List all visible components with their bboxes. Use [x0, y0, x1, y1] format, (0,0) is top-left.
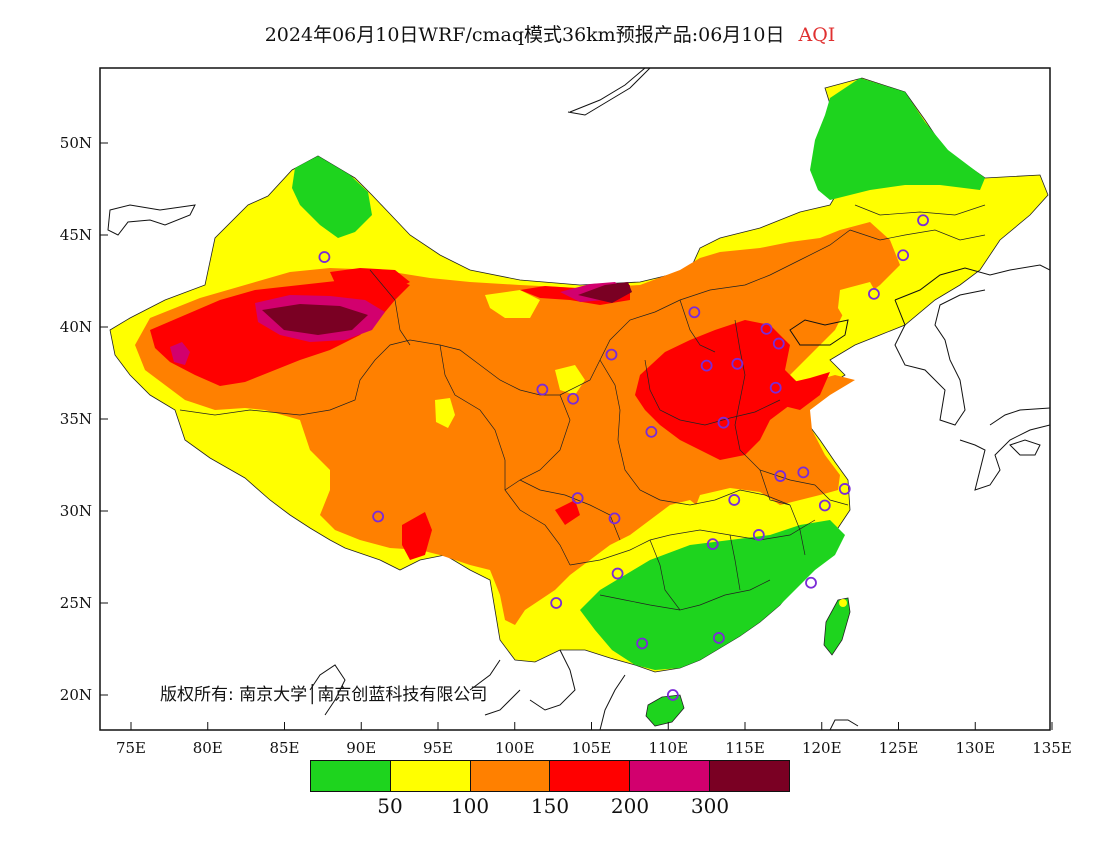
station-marker: [760, 322, 773, 335]
region-magenta-kashgar: [170, 342, 190, 365]
station-marker: [774, 470, 787, 482]
legend-label: 50: [377, 794, 403, 818]
x-tick-label: 110E: [648, 739, 688, 757]
station-marker: [645, 425, 658, 438]
x-tick-label: 105E: [572, 739, 612, 757]
x-tick-label: 90E: [346, 739, 376, 757]
legend-swatch: [629, 761, 710, 791]
region-red-shandong: [780, 372, 830, 410]
station-markers: [318, 214, 929, 701]
station-marker: [688, 306, 701, 319]
station-marker: [372, 510, 385, 523]
station-marker: [550, 597, 563, 609]
station-marker: [700, 359, 713, 372]
station-marker: [728, 494, 741, 506]
copyright-notice: 版权所有: 南京大学│南京创蓝科技有限公司: [160, 685, 488, 705]
legend-swatch: [549, 761, 630, 791]
x-tick-label: 125E: [879, 739, 919, 757]
x-tick-label: 130E: [955, 739, 995, 757]
station-marker: [611, 567, 624, 580]
x-tick-label: 120E: [802, 739, 842, 757]
station-marker: [713, 632, 725, 644]
x-tick-label: 75E: [116, 739, 146, 757]
x-tick-label: 95E: [423, 739, 453, 757]
y-tick-label: 20N: [60, 686, 92, 704]
island-taiwan-yellow-tip: [839, 599, 847, 607]
y-tick-label: 45N: [60, 226, 92, 244]
map-frame: [99, 67, 1051, 731]
legend-swatch: [311, 761, 390, 791]
aqi-color-legend: [310, 760, 790, 792]
region-green-northeast: [810, 78, 985, 200]
legend-swatch: [469, 761, 550, 791]
region-red-dzungaria: [330, 268, 410, 290]
region-green-south: [580, 520, 845, 670]
title-variable: AQI: [798, 24, 836, 46]
x-tick-label: 85E: [269, 739, 299, 757]
title-main: 2024年06月10日WRF/cmaq模式36km预报产品:06月10日: [264, 24, 785, 46]
y-tick-label: 30N: [60, 502, 92, 520]
island-taiwan: [823, 597, 851, 656]
station-marker: [868, 287, 880, 300]
neighbor-coastlines: [107, 68, 1050, 730]
station-marker: [769, 381, 782, 394]
legend-label: 300: [690, 794, 730, 818]
x-tick-label: 80E: [193, 739, 223, 757]
station-marker: [318, 251, 331, 263]
region-red-tibet-east: [402, 512, 432, 560]
map-title: 2024年06月10日WRF/cmaq模式36km预报产品:06月10日 AQI: [0, 20, 1100, 47]
y-tick-label: 25N: [60, 594, 92, 612]
station-marker: [838, 483, 851, 495]
aqi-forecast-map: 75E 80E 85E 90E 95E 100E 105E 110E 115E 120E 125E 1…: [60, 67, 1072, 757]
station-marker: [731, 357, 744, 370]
x-tick-label: 115E: [725, 739, 765, 757]
legend-swatch: [709, 761, 789, 791]
region-maroon-alxa: [578, 282, 632, 303]
x-tick-label: 135E: [1032, 739, 1072, 757]
y-tick-label: 40N: [60, 318, 92, 336]
region-green-northwest: [292, 156, 372, 238]
legend-label: 100: [450, 794, 490, 818]
station-marker: [772, 337, 785, 350]
legend-swatch: [389, 761, 470, 791]
x-axis-ticks: 75E 80E 85E 90E 95E 100E 105E 110E 115E 120E 125E 1…: [116, 722, 1072, 757]
station-marker: [818, 499, 831, 512]
region-yellow-patch-central: [695, 488, 780, 525]
station-marker: [752, 529, 765, 541]
province-borders: [179, 204, 986, 611]
station-marker: [605, 348, 618, 361]
station-marker: [897, 249, 910, 262]
region-red-sichuan: [555, 500, 580, 525]
x-tick-label: 100E: [495, 739, 535, 757]
station-marker: [567, 392, 579, 405]
station-marker: [717, 416, 730, 429]
y-tick-label: 50N: [60, 134, 92, 152]
legend-label: 150: [530, 794, 570, 818]
island-hainan: [645, 694, 685, 727]
station-marker: [666, 689, 679, 701]
station-marker: [536, 383, 549, 396]
y-tick-label: 35N: [60, 410, 92, 428]
region-maroon-taklamakan: [262, 304, 368, 335]
station-marker: [797, 466, 810, 479]
region-yellow-patch-inner-mongolia: [485, 290, 540, 318]
station-marker: [917, 214, 929, 227]
station-marker: [805, 576, 817, 589]
region-red-north-china-plain: [635, 320, 800, 460]
station-marker: [571, 492, 584, 505]
legend-label: 200: [610, 794, 650, 818]
station-marker: [636, 637, 649, 650]
region-yellow-patch-shaanxi: [555, 365, 585, 395]
region-yellow-patch-qinghai: [435, 398, 455, 428]
y-axis-ticks: 20N 25N 30N 35N 40N 45N 50N: [60, 134, 108, 704]
station-marker: [706, 538, 719, 551]
station-marker: [608, 512, 621, 525]
